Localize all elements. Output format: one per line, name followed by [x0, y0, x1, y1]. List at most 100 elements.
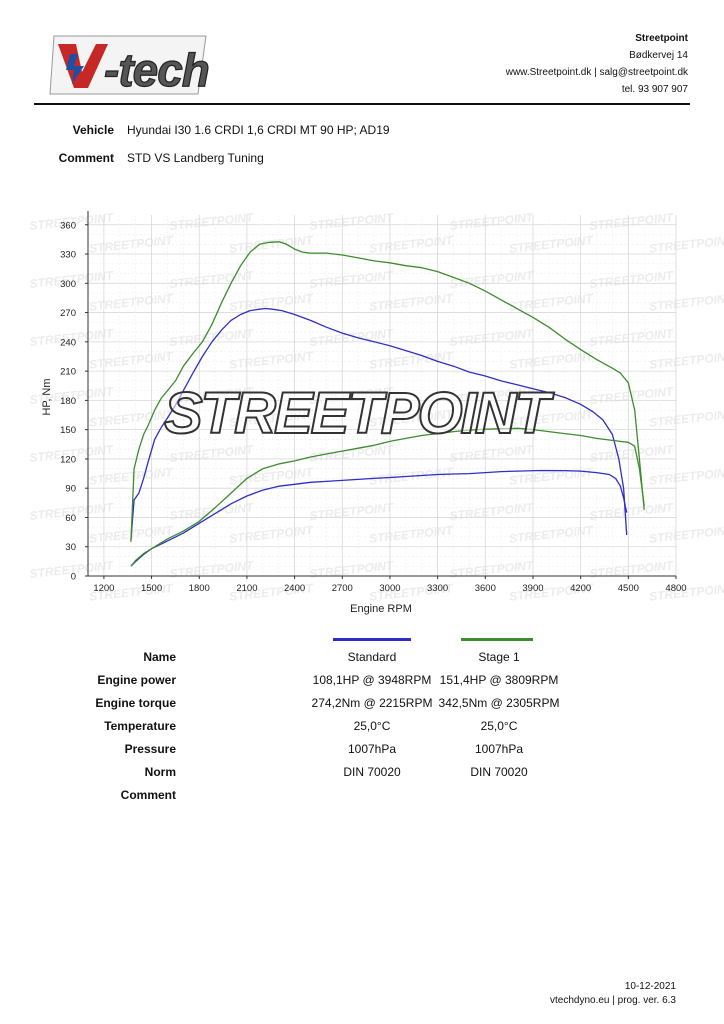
results-row-label: Norm — [144, 765, 176, 779]
x-tick-label: 2700 — [332, 583, 353, 594]
y-tick-label: 240 — [60, 337, 76, 348]
results-cell-standard: DIN 70020 — [343, 765, 401, 779]
watermark-text: STREETPOINT — [309, 326, 396, 349]
y-tick-label: 360 — [60, 220, 76, 231]
x-tick-label: 3300 — [427, 583, 448, 594]
chart-curves — [130, 241, 645, 567]
results-header-stage1: Stage 1 — [478, 650, 520, 664]
company-phone: tel. 93 907 907 — [621, 84, 688, 95]
watermark-text: STREETPOINT — [509, 291, 596, 314]
results-cell-standard: 1007hPa — [347, 742, 397, 756]
watermark-text: STREETPOINT — [169, 210, 256, 233]
chart-grid — [88, 215, 677, 577]
watermark-text: STREETPOINT — [589, 326, 676, 349]
x-axis-label: Engine RPM — [350, 603, 412, 615]
results-cell-stage1: 151,4HP @ 3809RPM — [439, 673, 559, 687]
big-watermark: STREETPOINT — [164, 381, 555, 446]
results-cell-standard: 25,0°C — [353, 719, 391, 733]
y-tick-label: 300 — [60, 279, 76, 290]
company-info: Streetpoint Bødkervej 14 www.Streetpoint… — [506, 30, 688, 98]
x-tick-label: 1500 — [141, 583, 162, 594]
y-tick-label: 120 — [60, 454, 76, 465]
results-cell-stage1: 342,5Nm @ 2305RPM — [438, 696, 560, 710]
results-cell-stage1: 1007hPa — [474, 742, 524, 756]
standard-torque-curve — [130, 307, 628, 540]
results-cell-standard: 108,1HP @ 3948RPM — [312, 673, 432, 687]
y-tick-label: 210 — [60, 367, 76, 378]
watermark-text: STREETPOINT — [309, 500, 396, 523]
y-tick-label: 180 — [60, 396, 76, 407]
watermark-text: STREETPOINT — [589, 210, 676, 233]
watermark-text: STREETPOINT — [449, 210, 536, 233]
watermark-text: STREETPOINT — [169, 500, 256, 523]
x-tick-label: 3900 — [522, 583, 543, 594]
results-row-label: Engine power — [97, 673, 176, 687]
vehicle-label: Vehicle — [72, 123, 114, 137]
results-row-label: Pressure — [124, 742, 176, 756]
y-tick-label: 270 — [60, 308, 76, 319]
footer-date: 10-12-2021 — [624, 981, 676, 992]
results-cell-stage1: 25,0°C — [480, 719, 518, 733]
watermark-text: STREETPOINT — [229, 465, 316, 488]
footer-program: vtechdyno.eu | prog. ver. 6.3 — [549, 995, 676, 1006]
company-web-email: www.Streetpoint.dk | salg@streetpoint.dk — [505, 67, 688, 78]
x-tick-label: 4800 — [665, 583, 686, 594]
watermark-text: STREETPOINT — [589, 558, 676, 581]
y-tick-label: 60 — [65, 513, 76, 524]
watermark-text: STREETPOINT — [509, 523, 596, 546]
chart-axes: 0 30 60 90 120 150 180 210 240 270 300 330 360 1200 15… — [60, 211, 687, 594]
y-tick-label: 30 — [65, 542, 76, 553]
footer: 10-12-2021 vtechdyno.eu | prog. ver. 6.3 — [550, 980, 676, 1008]
y-tick-label: 0 — [71, 572, 76, 583]
watermark-text: STREETPOINT — [449, 500, 536, 523]
watermark-text: STREETPOINT — [309, 558, 396, 581]
watermark-text: STREETPOINT — [449, 326, 536, 349]
watermark-text: STREETPOINT — [169, 326, 256, 349]
results-row-label: Comment — [120, 788, 176, 802]
company-address: Bødkervej 14 — [629, 50, 688, 61]
company-name: Streetpoint — [635, 33, 688, 44]
watermark-text: STREETPOINT — [509, 349, 596, 372]
stage1-torque-curve — [130, 241, 645, 542]
vtech-logo: -tech — [49, 35, 211, 97]
results-header-label: Name — [143, 650, 176, 664]
watermark-text: STREETPOINT — [89, 349, 176, 372]
watermark-text: STREETPOINT — [229, 523, 316, 546]
dyno-chart: STREETPOINT STREETPOINT STREETPOINT STREETP… — [29, 210, 724, 615]
x-tick-label: 2400 — [284, 583, 305, 594]
watermark-text: STREETPOINT — [509, 465, 596, 488]
watermark-text: STREETPOINT — [229, 349, 316, 372]
watermark-text: STREETPOINT — [169, 558, 256, 581]
x-tick-label: 4200 — [570, 583, 591, 594]
watermark-text: STREETPOINT — [589, 442, 676, 465]
x-tick-label: 3000 — [379, 583, 400, 594]
watermark-text: STREETPOINT — [589, 500, 676, 523]
x-tick-label: 4500 — [618, 583, 639, 594]
comment-value: STD VS Landberg Tuning — [127, 151, 264, 165]
watermark-text: STREETPOINT — [649, 291, 724, 314]
watermark-text: STREETPOINT — [649, 407, 724, 430]
y-tick-label: 90 — [65, 484, 76, 495]
x-tick-label: 1800 — [189, 583, 210, 594]
standard-power-curve — [130, 469, 628, 567]
legend-line-standard — [333, 638, 411, 641]
y-axis-label: HP, Nm — [41, 378, 53, 415]
watermark-text: STREETPOINT — [169, 268, 256, 291]
watermark-text: STREETPOINT — [589, 384, 676, 407]
stage1-power-curve — [130, 427, 645, 567]
results-cell-stage1: DIN 70020 — [470, 765, 528, 779]
watermark-text: STREETPOINT — [309, 210, 396, 233]
y-tick-label: 330 — [60, 250, 76, 261]
comment-label: Comment — [58, 151, 114, 165]
watermark-text: STREETPOINT — [449, 558, 536, 581]
results-header-standard: Standard — [347, 650, 397, 664]
header-divider — [34, 103, 690, 105]
watermark-text: STREETPOINT — [89, 291, 176, 314]
vehicle-value: Hyundai I30 1.6 CRDI 1,6 CRDI MT 90 HP; … — [127, 123, 390, 137]
x-tick-label: 1200 — [93, 583, 114, 594]
y-tick-label: 150 — [60, 425, 76, 436]
watermark-text: STREETPOINT — [449, 268, 536, 291]
watermark-text: STREETPOINT — [229, 291, 316, 314]
results-row-label: Temperature — [104, 719, 176, 733]
watermark-text: STREETPOINT — [589, 268, 676, 291]
